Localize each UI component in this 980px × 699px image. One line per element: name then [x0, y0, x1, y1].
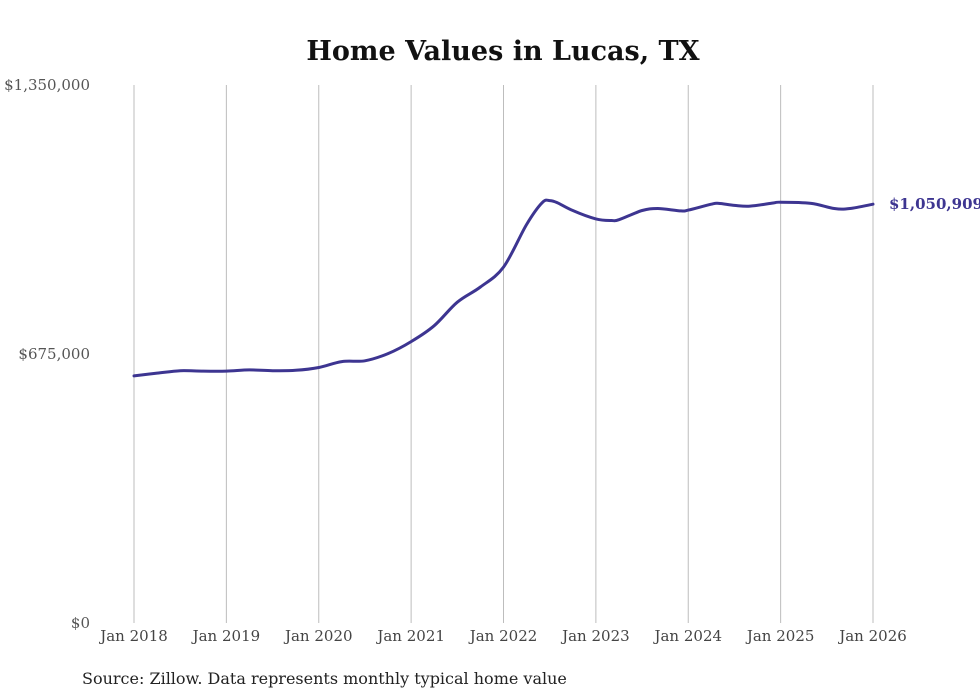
source-note: Source: Zillow. Data represents monthly …	[82, 669, 567, 688]
y-tick-label: $0	[71, 614, 90, 632]
y-tick-label: $675,000	[18, 345, 90, 363]
chart-title: Home Values in Lucas, TX	[306, 36, 699, 67]
x-axis-ticks: Jan 2018 Jan 2019 Jan 2020 Jan 2021 Jan 2022…	[98, 627, 907, 645]
end-value-label: $1,050,909	[889, 195, 980, 213]
x-tick-label: Jan 2025	[745, 627, 815, 645]
x-tick-label: Jan 2018	[98, 627, 168, 645]
series-layer	[132, 198, 875, 378]
y-tick-label: $1,350,000	[4, 76, 90, 94]
x-tick-label: Jan 2023	[560, 627, 630, 645]
x-tick-label: Jan 2019	[191, 627, 261, 645]
x-tick-label: Jan 2021	[375, 627, 445, 645]
series-line-home-value	[132, 198, 875, 378]
grid-lines	[133, 85, 874, 623]
x-tick-label: Jan 2024	[652, 627, 722, 645]
x-tick-label: Jan 2022	[468, 627, 538, 645]
x-tick-label: Jan 2026	[837, 627, 907, 645]
x-tick-label: Jan 2020	[283, 627, 353, 645]
y-axis-ticks: $0 $675,000 $1,350,000	[4, 76, 90, 632]
